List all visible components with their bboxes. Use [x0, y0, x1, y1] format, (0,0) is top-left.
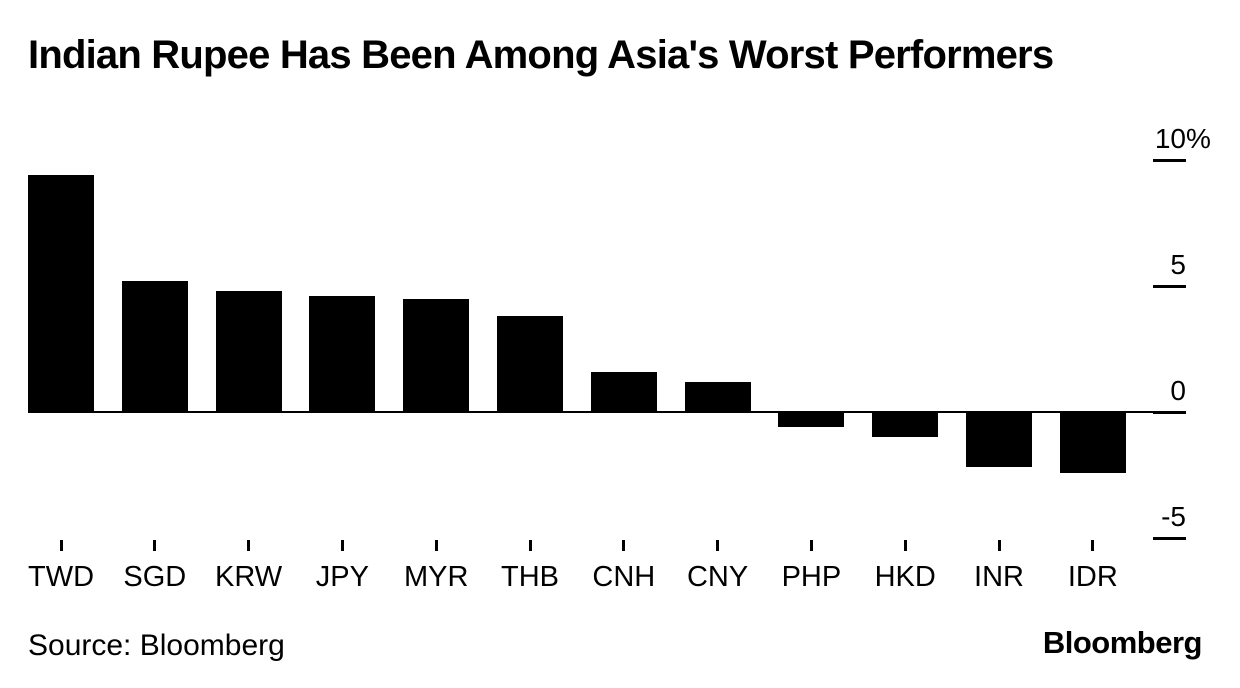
x-tick-hkd — [903, 540, 907, 551]
y-tick-10 — [1153, 159, 1186, 162]
y-label--5: -5 — [1161, 501, 1186, 532]
bar-php — [778, 412, 845, 428]
x-tick-krw — [247, 540, 251, 551]
x-tick-cny — [716, 540, 720, 551]
y-label-0: 0 — [1170, 375, 1186, 406]
x-tick-myr — [434, 540, 438, 551]
bar-sgd — [121, 281, 188, 412]
x-label-idr: IDR — [1067, 561, 1118, 593]
bar-twd — [28, 175, 94, 412]
bloomberg-logo: Bloomberg — [1042, 625, 1203, 660]
y-tick-0 — [1153, 411, 1186, 414]
x-label-myr: MYR — [403, 561, 469, 593]
bar-cnh — [590, 371, 657, 412]
source-note: Source: Bloomberg — [28, 629, 285, 662]
x-tick-idr — [1091, 540, 1095, 551]
bar-jpy — [309, 296, 376, 412]
bar-krw — [215, 291, 282, 412]
y-label-10: 10% — [1154, 123, 1211, 154]
x-tick-jpy — [340, 540, 344, 551]
x-tick-php — [809, 540, 813, 551]
x-tick-sgd — [153, 540, 157, 551]
percent-sign: % — [1186, 123, 1211, 154]
x-label-jpy: JPY — [315, 561, 369, 593]
x-tick-inr — [997, 540, 1001, 551]
chart-area: TWD SGD KRW JPY MYR THB CNH CNY PHP HKD INR IDR 10% 5… — [0, 110, 1240, 600]
x-label-inr: INR — [974, 561, 1024, 593]
x-label-cnh: CNH — [592, 561, 656, 593]
y-label-5: 5 — [1170, 249, 1186, 280]
x-label-thb: THB — [501, 561, 559, 593]
y-tick-5 — [1153, 285, 1186, 288]
y-tick--5 — [1153, 537, 1186, 540]
x-label-sgd: SGD — [123, 561, 187, 593]
bar-idr — [1059, 412, 1126, 473]
x-label-krw: KRW — [215, 561, 283, 593]
bar-hkd — [872, 412, 939, 438]
bar-myr — [403, 298, 470, 412]
x-tick-thb — [528, 540, 532, 551]
x-label-twd: TWD — [27, 561, 95, 593]
x-label-cny: CNY — [686, 561, 749, 593]
bar-cny — [684, 381, 751, 412]
chart-title: Indian Rupee Has Been Among Asia's Worst… — [28, 33, 1054, 77]
bar-inr — [966, 412, 1032, 468]
bar-thb — [497, 316, 563, 412]
x-label-php: PHP — [781, 561, 842, 593]
x-label-hkd: HKD — [874, 561, 936, 593]
x-tick-twd — [59, 540, 63, 551]
x-tick-cnh — [622, 540, 626, 551]
zero-axis-line — [28, 411, 1186, 413]
